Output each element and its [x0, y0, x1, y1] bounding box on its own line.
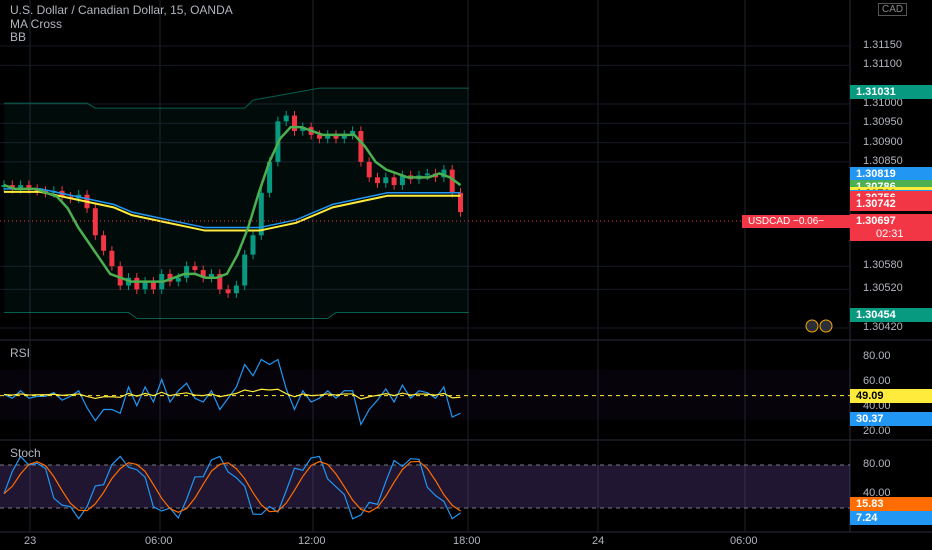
- stoch-d-line: [3, 460, 461, 514]
- ma-slow-blue-line: [4, 188, 461, 229]
- candle-body: [316, 134, 322, 139]
- stoch-badge: 15.83: [850, 496, 932, 511]
- price-tick-label: 1.30520: [863, 282, 903, 295]
- candle-body: [458, 192, 463, 213]
- stoch-tick-label: 80.00: [863, 458, 891, 470]
- rsi-badge: 30.37: [850, 412, 932, 427]
- candle-body: [18, 185, 24, 189]
- candle-body: [383, 177, 389, 184]
- bollinger-lower-line: [4, 312, 469, 320]
- candle-body: [366, 161, 372, 178]
- candle-body: [242, 254, 248, 286]
- price-tick-label: 1.30950: [863, 116, 903, 129]
- candle-body: [358, 130, 364, 162]
- candle-body: [292, 115, 297, 131]
- price-tick-label: 1.30420: [863, 321, 903, 333]
- candle-body: [26, 185, 32, 189]
- rsi-ma-line: [3, 388, 461, 400]
- price-badge: 1.31031: [850, 84, 932, 99]
- price-tick-label: 1.30850: [863, 154, 903, 167]
- candle-body: [325, 134, 331, 139]
- candle-body: [441, 169, 447, 178]
- candle-body: [225, 289, 231, 294]
- time-tick-label: 12:00: [298, 535, 326, 547]
- price-tick-label: 1.31150: [863, 39, 902, 51]
- rsi-tick-label: 40.00: [863, 400, 891, 412]
- bar-countdown: 02:31: [850, 227, 932, 241]
- candle-body: [192, 266, 198, 271]
- candle-body: [117, 266, 123, 286]
- candle-body: [300, 127, 306, 131]
- price-tick-label: 1.30580: [863, 259, 903, 272]
- candle-body: [350, 130, 356, 135]
- stoch-tick-label: 40.00: [863, 486, 891, 499]
- candle-body: [109, 250, 115, 267]
- candle-body: [175, 277, 181, 282]
- stoch-indicator-label[interactable]: Stoch: [10, 446, 41, 460]
- price-badge: 1.30454: [850, 307, 932, 322]
- candle-body: [101, 235, 107, 251]
- rsi-badge: 49.09: [850, 388, 932, 403]
- candle-body: [92, 208, 98, 236]
- event-flag-icon: [805, 319, 819, 333]
- candle-body: [134, 277, 140, 290]
- stoch-k-line: [3, 455, 461, 520]
- currency-badge[interactable]: CAD: [878, 3, 908, 16]
- candle-body: [250, 235, 256, 255]
- candle-body: [217, 273, 223, 290]
- candle-body: [233, 285, 239, 294]
- stoch-band: [0, 465, 850, 508]
- candle-body: [167, 273, 173, 282]
- candle-body: [184, 266, 190, 278]
- candle-body: [142, 281, 148, 290]
- time-tick-label: 06:00: [730, 535, 758, 547]
- rsi-tick-label: 20.00: [863, 425, 891, 437]
- candle-body: [200, 270, 206, 278]
- time-tick-label: 23: [24, 535, 37, 547]
- candle-body: [267, 161, 273, 193]
- price-tick-label: 1.30900: [863, 135, 903, 148]
- candle-body: [449, 169, 455, 193]
- bollinger-upper-line: [4, 87, 469, 109]
- candle-body: [399, 175, 405, 186]
- candle-body: [150, 281, 156, 290]
- stoch-badge: 7.24: [850, 510, 932, 525]
- rsi-tick-label: 60.00: [863, 375, 891, 387]
- candle-body: [424, 173, 430, 176]
- candle-body: [209, 273, 214, 278]
- price-tick-label: 1.31000: [863, 96, 903, 109]
- time-tick-label: 24: [592, 535, 605, 547]
- candle-body: [375, 177, 380, 184]
- ma-cross-indicator-label[interactable]: MA Cross: [10, 17, 63, 31]
- symbol-title: U.S. Dollar / Canadian Dollar, 15, OANDA: [10, 3, 233, 17]
- price-badge: 1.30697: [850, 213, 932, 228]
- event-flag-icon: [819, 319, 833, 333]
- time-tick-label: 18:00: [453, 535, 481, 547]
- candle-body: [391, 177, 397, 186]
- rsi-tick-label: 80.00: [863, 350, 891, 362]
- ma-fast-line: [3, 125, 462, 283]
- candle-body: [333, 134, 339, 139]
- time-tick-label: 06:00: [145, 535, 173, 547]
- candle-body: [283, 115, 289, 122]
- bollinger-band-fill: [4, 88, 469, 319]
- price-badge: 1.30819: [850, 166, 932, 181]
- candle-body: [341, 134, 347, 139]
- price-tick-label: 1.31100: [863, 58, 902, 71]
- ma-slow-yellow-line: [4, 190, 461, 232]
- rsi-indicator-label[interactable]: RSI: [10, 346, 31, 360]
- candle-body: [258, 192, 264, 236]
- rsi-line: [3, 358, 461, 427]
- bb-indicator-label[interactable]: BB: [10, 30, 27, 44]
- price-badge: 1.30742: [850, 196, 932, 211]
- symbol-price-label: USDCAD −0.06−: [742, 214, 850, 228]
